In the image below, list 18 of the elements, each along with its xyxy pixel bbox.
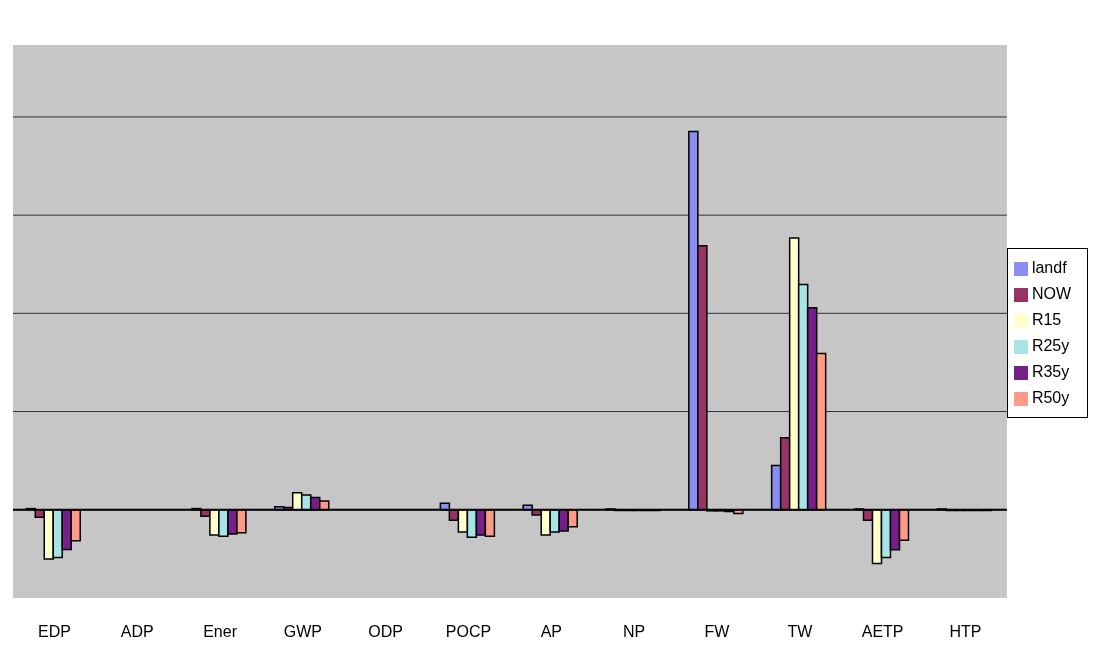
- x-tick-label: ADP: [120, 623, 154, 641]
- x-tick-label: HTP: [949, 623, 982, 641]
- x-tick-label: Ener: [203, 623, 238, 641]
- legend-label: R25y: [1031, 337, 1070, 354]
- x-tick-label: AP: [540, 623, 563, 641]
- x-tick-label: NP: [623, 623, 646, 641]
- x-tick-label: EDP: [37, 623, 71, 641]
- x-tick-label: POCP: [445, 623, 492, 641]
- legend-label: R50y: [1031, 389, 1070, 406]
- legend-label: NOW: [1031, 285, 1071, 302]
- legend-label: landf: [1031, 259, 1067, 276]
- legend-label: R35y: [1031, 363, 1070, 380]
- x-tick-label: FW: [704, 623, 731, 641]
- x-tick-label: TW: [787, 623, 814, 641]
- legend-label: R15: [1031, 311, 1062, 328]
- x-tick-label: ODP: [368, 623, 404, 641]
- x-tick-label: AETP: [861, 623, 904, 641]
- x-tick-label: GWP: [283, 623, 322, 641]
